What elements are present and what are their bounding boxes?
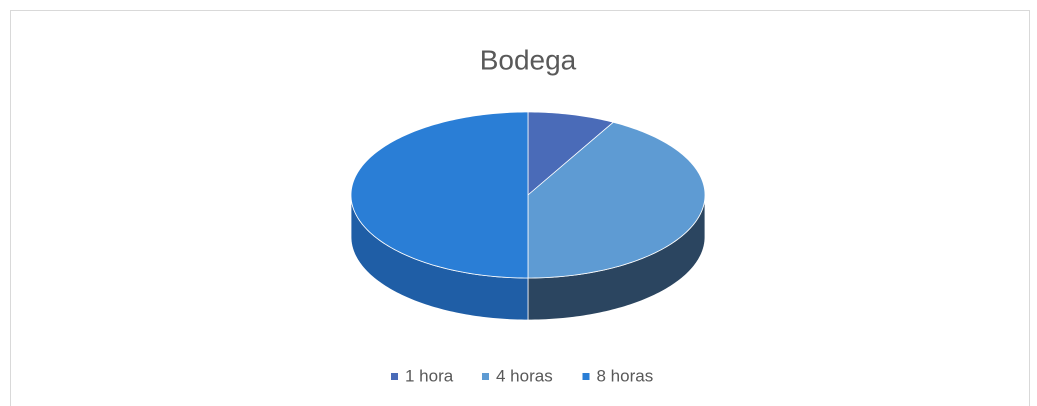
legend-label: 4 horas — [496, 366, 553, 385]
legend-marker — [582, 373, 590, 380]
legend-marker — [482, 373, 489, 380]
slice — [527, 121, 706, 279]
slice — [527, 111, 615, 196]
legend-label: 8 horas — [597, 366, 654, 385]
legend-label: 1 hora — [405, 366, 454, 385]
slice — [350, 111, 529, 279]
legend-marker — [391, 373, 398, 380]
chart-title: Bodega — [480, 44, 577, 75]
